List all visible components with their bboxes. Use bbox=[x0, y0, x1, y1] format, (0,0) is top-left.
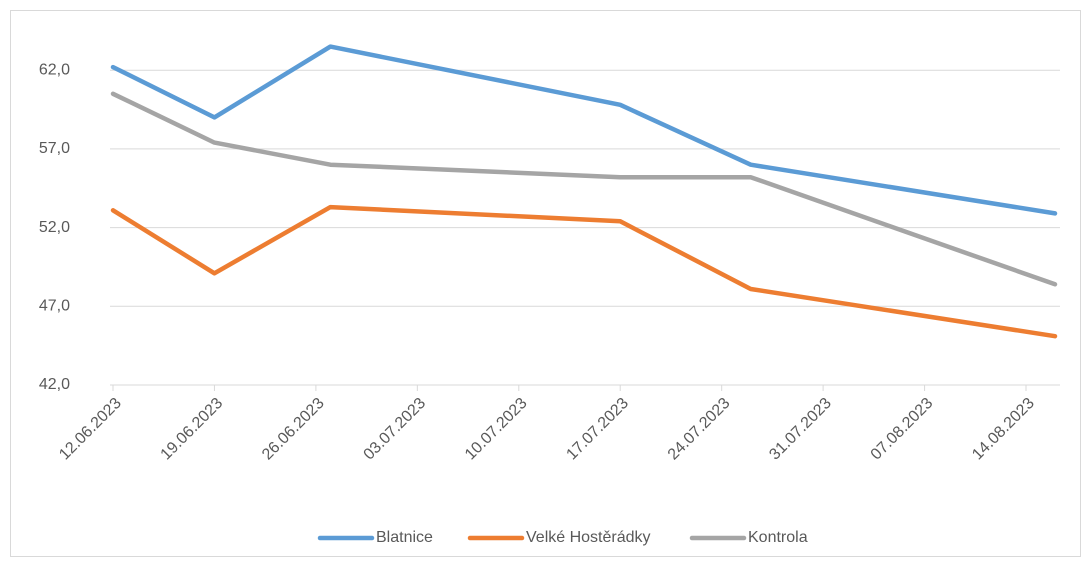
y-tick-label: 57,0 bbox=[39, 140, 70, 157]
y-tick-label: 42,0 bbox=[39, 376, 70, 393]
legend-label: Velké Hostěrádky bbox=[526, 529, 651, 546]
legend-label: Blatnice bbox=[376, 529, 433, 546]
series-line bbox=[110, 91, 1058, 287]
legend-label: Kontrola bbox=[748, 529, 808, 546]
series-line bbox=[110, 44, 1058, 216]
y-tick-label: 62,0 bbox=[39, 61, 70, 78]
y-tick-label: 52,0 bbox=[39, 219, 70, 236]
series-line bbox=[110, 204, 1058, 339]
chart-border bbox=[10, 10, 1081, 557]
y-tick-label: 47,0 bbox=[39, 298, 70, 315]
